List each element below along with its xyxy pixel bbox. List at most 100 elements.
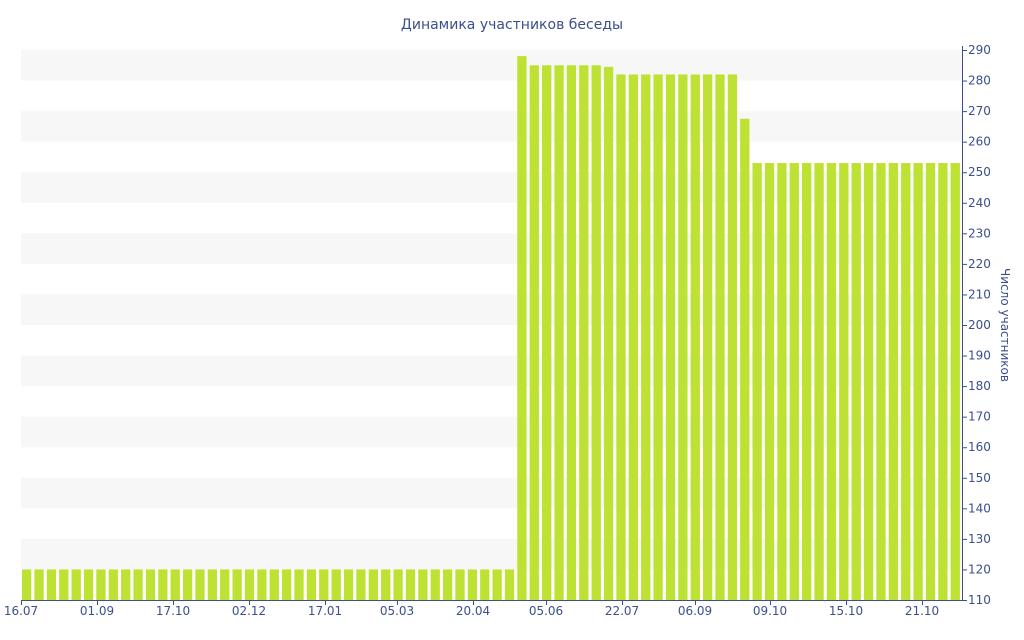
x-tick-label: 17.10 [156, 604, 190, 618]
bar [814, 163, 824, 600]
x-tick-label: 05.06 [529, 604, 563, 618]
y-axis: 110 120 130 140 150 160 170 180 190 200 210 220 230 2… [962, 43, 991, 607]
bar [826, 163, 837, 600]
bar [678, 74, 688, 600]
bar [517, 56, 527, 601]
bar [22, 569, 32, 600]
y-tick-label: 170 [968, 410, 991, 424]
bar [306, 569, 317, 600]
bar [789, 163, 799, 600]
y-tick-label: 210 [968, 287, 991, 301]
bar [802, 163, 812, 600]
bar [356, 569, 366, 600]
bar [71, 569, 81, 600]
bar [863, 163, 874, 600]
bar [950, 163, 960, 600]
bar [319, 569, 329, 600]
x-tick-label: 09.10 [753, 604, 787, 618]
y-tick-label: 140 [968, 501, 991, 515]
bar [653, 74, 663, 600]
bar [455, 569, 465, 600]
bar [938, 163, 948, 600]
bar [591, 65, 601, 600]
y-axis-title: Число участников [998, 268, 1012, 382]
bar [145, 569, 156, 600]
bar [554, 65, 564, 600]
bar [752, 163, 762, 600]
y-tick-label: 200 [968, 318, 991, 332]
bar [182, 569, 193, 600]
bar [269, 569, 279, 600]
bar [702, 74, 713, 600]
bar [740, 118, 750, 600]
y-tick-label: 190 [968, 349, 991, 363]
y-tick-label: 130 [968, 532, 991, 546]
y-tick-label: 110 [968, 593, 991, 607]
bar [133, 569, 143, 600]
bar [195, 569, 205, 600]
bar [566, 65, 577, 600]
bar [121, 569, 131, 600]
y-tick-label: 180 [968, 379, 991, 393]
bar [480, 569, 490, 600]
bar [430, 569, 440, 600]
bar [368, 569, 378, 600]
bar [220, 569, 230, 600]
bar [715, 74, 725, 600]
bar [442, 569, 453, 600]
bar [665, 74, 676, 600]
x-tick-label: 02.12 [232, 604, 266, 618]
grid-band [21, 50, 962, 81]
bar [331, 569, 341, 600]
bar [579, 65, 589, 600]
bar [294, 569, 304, 600]
bar [59, 569, 69, 600]
bar [492, 569, 502, 600]
bar [603, 66, 614, 600]
bar [616, 74, 626, 600]
bar [764, 163, 775, 600]
x-tick-label: 20.04 [456, 604, 490, 618]
bar [232, 569, 242, 600]
y-tick-label: 270 [968, 104, 991, 118]
x-tick-label: 15.10 [829, 604, 863, 618]
bar [876, 163, 886, 600]
x-tick-label: 17.01 [308, 604, 342, 618]
bar [851, 163, 861, 600]
bar [282, 569, 292, 600]
x-tick-label: 05.03 [380, 604, 414, 618]
bar [34, 569, 44, 600]
bar [257, 569, 267, 600]
x-tick-label: 22.07 [605, 604, 639, 618]
bar [244, 569, 255, 600]
x-tick-label: 21.10 [905, 604, 939, 618]
y-tick-label: 120 [968, 562, 991, 576]
bar [925, 163, 936, 600]
y-tick-label: 260 [968, 135, 991, 149]
y-tick-label: 150 [968, 471, 991, 485]
y-tick-label: 280 [968, 74, 991, 88]
bar [418, 569, 428, 600]
bar [777, 163, 787, 600]
bar [393, 569, 403, 600]
bar [529, 65, 539, 600]
bar [96, 569, 106, 600]
bar [913, 163, 923, 600]
x-tick-label: 06.09 [678, 604, 712, 618]
bar [158, 569, 168, 600]
bar [170, 569, 180, 600]
bar [690, 74, 700, 600]
bar [628, 74, 638, 600]
bar [343, 569, 354, 600]
bar [542, 65, 552, 600]
y-tick-label: 220 [968, 257, 991, 271]
x-tick-label: 01.09 [80, 604, 114, 618]
chart-title: Динамика участников беседы [401, 17, 623, 33]
bar [46, 569, 57, 600]
bar [504, 569, 515, 600]
bars [22, 56, 960, 601]
y-tick-label: 160 [968, 440, 991, 454]
y-tick-label: 230 [968, 226, 991, 240]
grid-band [21, 111, 962, 142]
